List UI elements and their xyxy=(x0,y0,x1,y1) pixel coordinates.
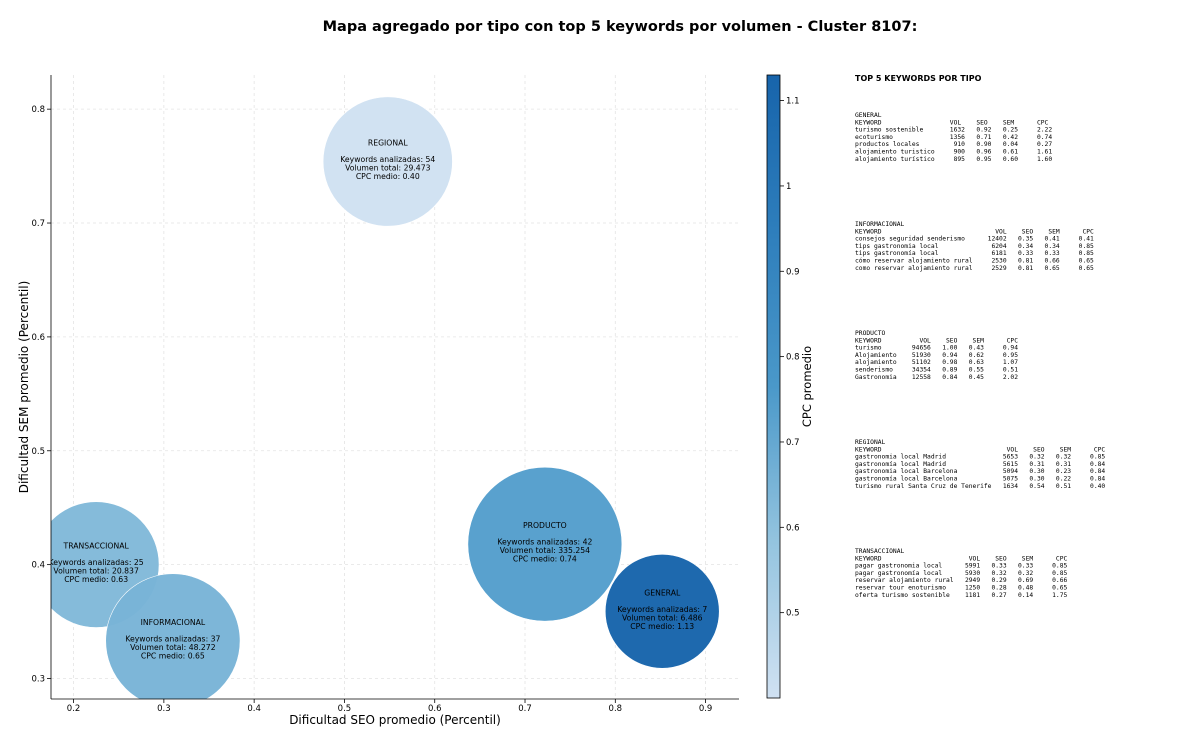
bubble-stat: CPC medio: 0.40 xyxy=(356,172,420,181)
x-tick-label: 0.5 xyxy=(338,704,352,714)
bubble-stat: Volumen total: 29.473 xyxy=(345,164,431,173)
panel-section-header: KEYWORD VOL SEO SEM CPC xyxy=(855,555,1068,562)
panel-keyword-row: Gastronomia 12558 0.84 0.45 2.02 xyxy=(855,374,1018,381)
panel-section-name: INFORMACIONAL xyxy=(855,221,904,228)
bubble-producto xyxy=(467,466,623,622)
colorbar-tick-label: 0.8 xyxy=(786,353,800,363)
bubble-stat: Keywords analizadas: 54 xyxy=(340,155,435,164)
panel-keyword-row: senderismo 34354 0.89 0.55 0.51 xyxy=(855,367,1018,374)
x-tick-label: 0.3 xyxy=(157,704,171,714)
panel-section-header: KEYWORD VOL SEO SEM CPC xyxy=(855,119,1049,126)
y-tick-label: 0.4 xyxy=(31,561,45,571)
x-tick-label: 0.4 xyxy=(247,704,261,714)
colorbar-tick-label: 0.7 xyxy=(786,438,800,448)
panel-section-name: REGIONAL xyxy=(855,439,886,446)
colorbar: 0.5 0.6 0.7 0.8 0.9 1 1.1 CPC promedio xyxy=(766,74,814,699)
bubble-label: PRODUCTO xyxy=(523,521,567,530)
bubble-stat: Keywords analizadas: 42 xyxy=(497,538,592,547)
panel-keyword-row: reservar alojamiento rural 2949 0.29 0.6… xyxy=(855,577,1068,584)
colorbar-tick-label: 0.9 xyxy=(786,267,800,277)
panel-section-header: KEYWORD VOL SEO SEM CPC xyxy=(855,228,1094,235)
bubble-stat: Keywords analizadas: 25 xyxy=(49,558,144,567)
bubble-stat: CPC medio: 0.65 xyxy=(141,651,205,660)
bubble-label: INFORMACIONAL xyxy=(141,618,206,627)
panel-keyword-row: alojamiento turistico 900 0.96 0.61 1.61 xyxy=(855,149,1052,156)
panel-keyword-row: tips gastronomia local 6204 0.34 0.34 0.… xyxy=(855,243,1094,250)
panel-keyword-row: gastronomia local Barcelona 5094 0.30 0.… xyxy=(855,468,1105,475)
x-axis-label: Dificultad SEO promedio (Percentil) xyxy=(289,713,501,727)
panel-keyword-row: consejos seguridad senderismo 12402 0.35… xyxy=(855,236,1094,243)
panel-section-name: GENERAL xyxy=(855,112,882,119)
panel-title: TOP 5 KEYWORDS POR TIPO xyxy=(855,74,982,83)
y-tick-label: 0.3 xyxy=(31,675,45,685)
panel-keyword-row: cómo reservar alojamiento rural 2530 0.8… xyxy=(855,257,1094,265)
panel-keyword-row: alojamiento turístico 895 0.95 0.60 1.60 xyxy=(855,155,1052,163)
bubble-regional xyxy=(322,96,453,227)
bubble-stat: Keywords analizadas: 37 xyxy=(125,634,220,643)
bubble-stat: Volumen total: 6.486 xyxy=(622,613,703,622)
bubble-label: TRANSACCIONAL xyxy=(63,542,130,551)
bubble-label: REGIONAL xyxy=(368,139,408,148)
panel-keyword-row: oferta turismo sostenible 1181 0.27 0.14… xyxy=(855,592,1068,599)
panel-keyword-row: tips gastronomía local 6181 0.33 0.33 0.… xyxy=(855,249,1094,257)
bubble-stat: Volumen total: 48.272 xyxy=(130,643,216,652)
y-tick-label: 0.6 xyxy=(31,333,45,343)
panel-keyword-row: turismo rural Santa Cruz de Tenerife 163… xyxy=(855,483,1105,490)
bubble-stat: Volumen total: 20.837 xyxy=(53,567,139,576)
panel-keyword-row: productos locales 910 0.90 0.04 0.27 xyxy=(855,141,1052,148)
colorbar-label: CPC promedio xyxy=(800,346,814,427)
colorbar-tick-label: 0.6 xyxy=(786,523,800,533)
panel-keyword-row: pagar gastronomia local 5991 0.33 0.33 0… xyxy=(855,563,1068,570)
bubble-stat: Volumen total: 335.254 xyxy=(500,546,590,555)
bubble-stat: CPC medio: 1.13 xyxy=(630,622,694,631)
x-tick-label: 0.2 xyxy=(67,704,81,714)
colorbar-tick-label: 0.5 xyxy=(786,609,800,619)
colorbar-gradient xyxy=(766,74,781,699)
bubble-label: GENERAL xyxy=(644,588,681,597)
panel-keyword-row: gastronomia local Madrid 5653 0.32 0.32 … xyxy=(855,454,1105,461)
y-tick-label: 0.8 xyxy=(31,105,45,115)
panel-keyword-row: turismo sostenible 1632 0.92 0.25 2.22 xyxy=(855,127,1052,134)
x-tick-label: 0.7 xyxy=(518,704,532,714)
panel-keyword-row: gastronomía local Madrid 5615 0.31 0.31 … xyxy=(855,460,1105,468)
y-tick-label: 0.5 xyxy=(31,447,45,457)
bubble-general xyxy=(604,554,720,669)
x-tick-label: 0.8 xyxy=(609,704,623,714)
bubble-stat: CPC medio: 0.74 xyxy=(513,555,577,564)
panel-keyword-row: pagar gastronomía local 5930 0.32 0.32 0… xyxy=(855,569,1068,577)
panel-keyword-row: gastronomía local Barcelona 5075 0.30 0.… xyxy=(855,475,1105,483)
x-tick-label: 0.9 xyxy=(699,704,713,714)
x-tick-label: 0.6 xyxy=(428,704,442,714)
panel-section-header: KEYWORD VOL SEO SEM CPC xyxy=(855,337,1018,344)
panel-keyword-row: alojamiento 51102 0.98 0.63 1.07 xyxy=(855,359,1018,366)
panel-keyword-row: como reservar alojamiento rural 2529 0.8… xyxy=(855,265,1094,272)
panel-keyword-row: turismo 94656 1.00 0.43 0.94 xyxy=(855,345,1018,352)
panel-keyword-row: reservar tour enoturismo 1250 0.28 0.48 … xyxy=(855,585,1068,592)
colorbar-tick-label: 1 xyxy=(786,182,791,192)
panel-section-name: PRODUCTO xyxy=(855,330,886,337)
panel-section-name: TRANSACCIONAL xyxy=(855,548,904,555)
colorbar-tick-label: 1.1 xyxy=(786,97,800,107)
y-axis-label: Dificultad SEM promedio (Percentil) xyxy=(17,281,31,494)
bubble-stat: CPC medio: 0.63 xyxy=(64,575,128,584)
panel-keyword-row: Alojamiento 51930 0.94 0.62 0.95 xyxy=(855,352,1018,359)
bubble-informacional xyxy=(105,573,241,699)
y-tick-label: 0.7 xyxy=(31,219,45,229)
bubble-stat: Keywords analizadas: 7 xyxy=(617,605,707,614)
panel-section-header: KEYWORD VOL SEO SEM CPC xyxy=(855,446,1105,453)
panel-keyword-row: ecoturismo 1356 0.71 0.42 0.74 xyxy=(855,134,1052,141)
chart-title: Mapa agregado por tipo con top 5 keyword… xyxy=(323,19,918,35)
axes: 0.2 0.3 0.4 0.5 0.6 0.7 0.8 0.9 0.3 0.4 0.5 0.6 0.7 0… xyxy=(17,75,739,727)
